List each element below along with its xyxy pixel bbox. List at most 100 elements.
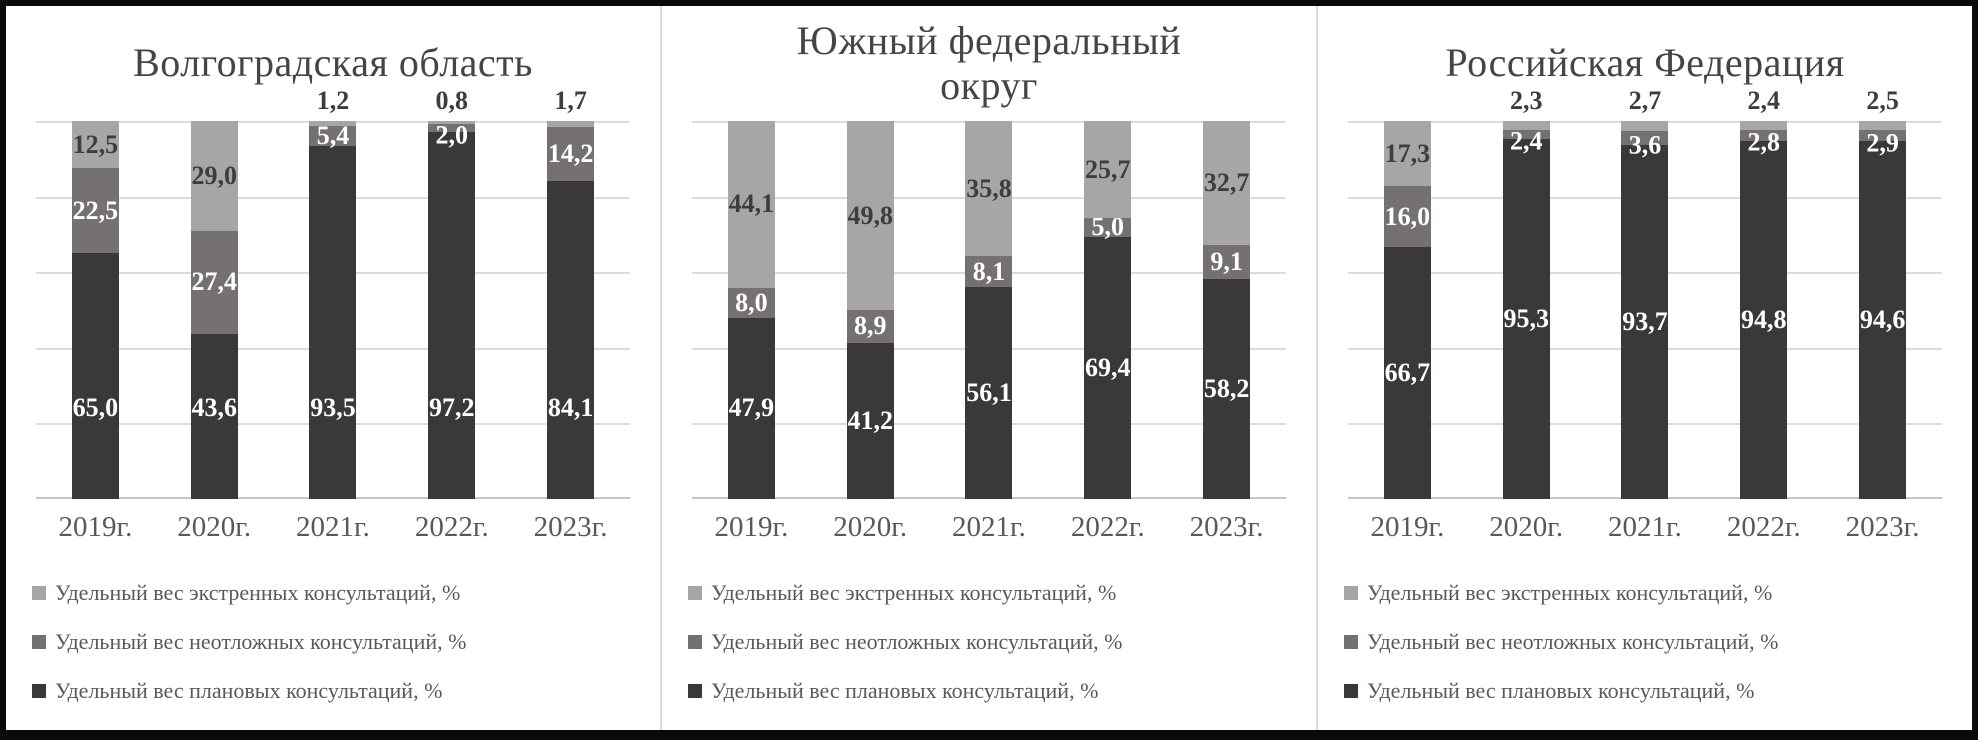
segment-emergency [1502,121,1550,130]
data-label-urgent: 3,6 [1628,130,1662,160]
segment-emergency [1621,121,1669,132]
segment-planned: 43,6 [190,334,238,499]
bar-2023г.: 58,2 9,1 32,7 [1203,121,1251,499]
data-label-emergency: 35,8 [966,173,1012,203]
segment-urgent: 14,2 [547,127,595,182]
chart-panel-russian-federation: Российская Федерация 66,7 16,0 17,3 95,3 2,4… [1316,6,1972,730]
category-cell: 47,9 8,0 44,1 [692,121,811,499]
category-cell: 94,6 2,9 2,5 [1823,88,1942,499]
data-label-planned: 94,8 [1741,304,1787,334]
chart-panel-southern-federal-district: Южный федеральный округ 47,9 8,0 44,1 41,2 8,… [660,6,1316,730]
data-label-emergency: 2,4 [1747,86,1781,115]
bar-2020г.: 41,2 8,9 49,8 [846,121,894,499]
segment-urgent: 22,5 [71,168,119,254]
data-label-emergency: 12,5 [72,129,119,159]
legend-label-emergency: Удельный вес экстренных консультаций, % [1367,580,1773,605]
segment-planned: 94,8 [1740,140,1788,499]
legend-label-planned: Удельный вес плановых консультаций, % [55,678,443,703]
legend-label-urgent: Удельный вес неотложных консультаций, % [55,629,467,654]
legend: Удельный вес экстренных консультаций, % У… [688,580,1316,704]
segment-planned: 93,5 [309,145,357,499]
segment-planned: 56,1 [965,286,1013,499]
bar-2022г.: 97,2 2,0 0,8 [428,88,476,499]
data-label-urgent: 2,9 [1866,128,1899,158]
x-axis-label: 2021г. [952,511,1026,543]
data-label-planned: 94,6 [1859,305,1906,335]
legend-item-urgent: Удельный вес неотложных консультаций, % [1344,629,1972,655]
legend-item-planned: Удельный вес плановых консультаций, % [32,678,660,704]
segment-emergency: 44,1 [727,121,775,288]
bar-2020г.: 95,3 2,4 2,3 [1502,88,1550,499]
data-label-urgent: 5,0 [1091,212,1125,242]
data-label-urgent: 2,8 [1747,127,1781,157]
legend-marker-emergency-icon [1344,586,1358,600]
legend-item-emergency: Удельный вес экстренных консультаций, % [32,580,660,606]
segment-planned: 58,2 [1203,279,1251,499]
legend-label-urgent: Удельный вес неотложных консультаций, % [711,629,1123,654]
segment-urgent: 2,8 [1740,129,1788,155]
data-label-urgent: 14,2 [547,139,594,169]
segment-planned: 95,3 [1502,138,1550,499]
segment-emergency: 35,8 [965,121,1013,257]
data-label-urgent: 2,0 [435,120,469,150]
bar-2019г.: 66,7 16,0 17,3 [1383,121,1431,499]
legend: Удельный вес экстренных консультаций, % У… [32,580,660,704]
chart-title: Южный федеральный округ [662,6,1316,121]
category-cell: 43,6 27,4 29,0 [155,121,274,499]
legend-marker-planned-icon [688,684,702,698]
legend-marker-emergency-icon [32,586,46,600]
chart-title: Волгоградская область [6,6,660,121]
x-axis-labels: 2019г. 2020г. 2021г. 2022г. 2023г. [36,499,630,544]
segment-urgent: 5,4 [309,122,357,148]
data-label-emergency: 29,0 [191,160,237,190]
chart-panel-volgograd-oblast: Волгоградская область 65,0 22,5 12,5 43,6 27… [6,6,660,730]
category-cell: 94,8 2,8 2,4 [1704,88,1823,499]
data-label-planned: 47,9 [728,393,775,423]
category-cell: 93,7 3,6 2,7 [1586,88,1705,499]
data-label-emergency: 2,5 [1866,86,1899,115]
segment-emergency: 29,0 [190,121,238,231]
data-label-urgent: 16,0 [1384,201,1431,231]
x-axis-labels: 2019г. 2020г. 2021г. 2022г. 2023г. [692,499,1286,544]
segment-urgent: 2,9 [1859,130,1907,156]
bars-row: 47,9 8,0 44,1 41,2 8,9 49,8 56,1 8,1 35,8 69,4 5,0… [692,121,1286,499]
segment-urgent: 27,4 [190,230,238,335]
bar-2022г.: 69,4 5,0 25,7 [1084,121,1132,499]
x-axis-label: 2022г. [1070,511,1145,543]
segment-urgent: 8,9 [846,309,894,344]
data-label-planned: 95,3 [1503,303,1549,333]
category-cell: 84,1 14,2 1,7 [511,88,630,499]
data-label-urgent: 9,1 [1210,246,1243,276]
category-cell: 69,4 5,0 25,7 [1048,121,1167,499]
category-cell: 65,0 22,5 12,5 [36,121,155,499]
segment-urgent: 3,6 [1621,131,1669,158]
segment-emergency [428,121,476,125]
segment-planned: 69,4 [1084,236,1132,499]
segment-urgent: 5,0 [1084,214,1132,240]
segment-planned: 41,2 [846,343,894,499]
x-axis-label: 2023г. [533,511,608,543]
segment-emergency: 32,7 [1203,121,1251,245]
data-label-urgent: 27,4 [191,267,237,297]
segment-urgent: 2,0 [428,122,476,148]
data-label-planned: 97,2 [429,393,475,422]
bar-2019г.: 65,0 22,5 12,5 [71,121,119,499]
category-cell: 58,2 9,1 32,7 [1167,121,1286,499]
legend-item-urgent: Удельный вес неотложных консультаций, % [688,629,1316,655]
data-label-emergency: 25,7 [1085,154,1131,184]
data-label-emergency: 17,3 [1384,138,1431,168]
legend: Удельный вес экстренных консультаций, % У… [1344,580,1972,704]
data-label-planned: 41,2 [847,406,893,436]
segment-emergency: 49,8 [846,121,894,310]
category-cell: 97,2 2,0 0,8 [392,88,511,499]
data-label-urgent: 8,9 [853,311,887,341]
category-cell: 93,5 5,4 1,2 [274,88,393,499]
segment-emergency [309,120,357,126]
legend-marker-emergency-icon [688,586,702,600]
data-label-emergency: 2,7 [1628,86,1662,115]
plot-area: 65,0 22,5 12,5 43,6 27,4 29,0 93,5 5,4 1,2 97,2 2,… [36,88,630,499]
chart-title-line: округ [940,62,1038,108]
bar-2019г.: 47,9 8,0 44,1 [727,121,775,499]
bar-2020г.: 43,6 27,4 29,0 [190,121,238,499]
